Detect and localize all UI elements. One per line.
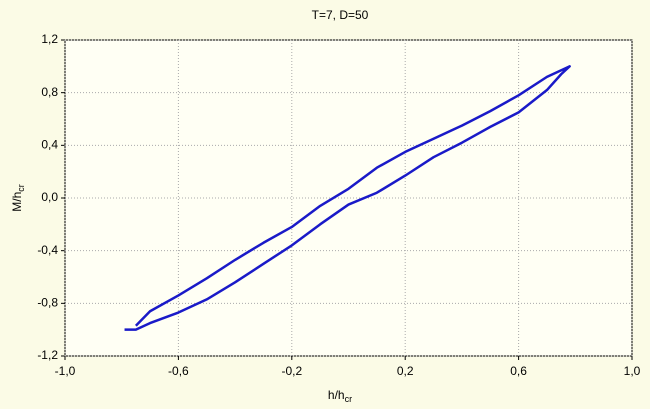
x-tick-label: -1,0	[55, 364, 76, 378]
data-line	[124, 65, 571, 331]
y-tick-label: -1,2	[37, 348, 58, 362]
x-axis-label: h/hcr	[328, 388, 352, 404]
x-tick-label: -0,6	[168, 364, 189, 378]
y-tick-label: -0,4	[37, 243, 58, 257]
plot-area	[64, 39, 633, 357]
y-tick-label: 0,8	[41, 85, 58, 99]
x-axis-label-main: h/h	[328, 388, 345, 402]
x-tick-label: 0,6	[510, 364, 527, 378]
y-axis-label-main: M/h	[10, 192, 24, 212]
x-tick-label: 0,2	[397, 364, 414, 378]
y-tick-label: -0,8	[37, 296, 58, 310]
y-axis-label: M/hcr	[10, 184, 26, 212]
x-axis-label-sub: cr	[345, 394, 353, 404]
chart-title: T=7, D=50	[312, 8, 369, 22]
x-tick-label: -0,2	[281, 364, 302, 378]
y-tick-label: 0,4	[41, 138, 58, 152]
y-tick-label: 0,0	[41, 190, 58, 204]
y-axis-label-sub: cr	[16, 184, 26, 192]
x-tick-label: 1,0	[624, 364, 641, 378]
y-tick-label: 1,2	[41, 32, 58, 46]
